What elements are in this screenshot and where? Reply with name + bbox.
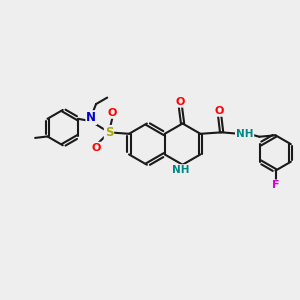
Text: O: O [215,106,224,116]
Text: O: O [108,108,117,118]
Text: NH: NH [172,165,190,175]
Text: O: O [176,97,185,107]
Text: F: F [272,180,279,190]
Text: N: N [86,111,96,124]
Text: O: O [92,142,101,153]
Text: S: S [105,126,113,139]
Text: NH: NH [236,129,253,139]
